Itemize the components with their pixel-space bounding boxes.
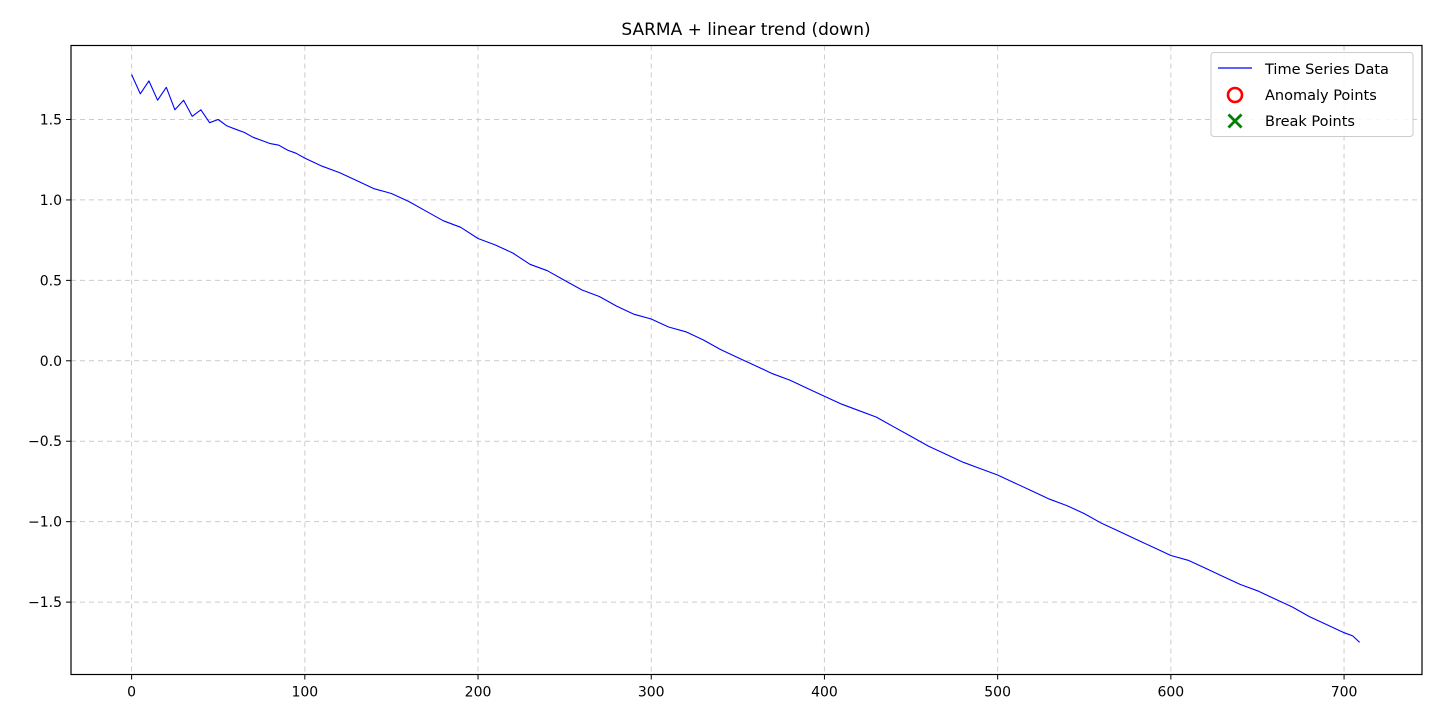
y-tick-label: 1.5 [40,113,62,129]
x-tick-label: 300 [638,685,665,701]
x-tick-label: 0 [127,685,136,701]
axes [70,44,1423,676]
y-tick-label: 0.0 [40,354,62,370]
x-tick-label: 100 [291,685,318,701]
x-tick-label: 600 [1157,685,1184,701]
legend-circle-swatch [1226,86,1244,104]
y-tick-label: 0.5 [40,273,62,289]
x-tick-label: 200 [465,685,492,701]
chart-title: SARMA + linear trend (down) [621,20,870,40]
y-tick-label: −1.5 [28,595,62,611]
x-tick-label: 400 [811,685,838,701]
grid-lines [71,45,1422,675]
legend-label-break: Break Points [1265,114,1355,130]
plot-frame [70,44,1423,676]
legend-label-anomaly: Anomaly Points [1265,88,1377,104]
legend: Time Series Data Anomaly Points Break Po… [1210,52,1414,137]
series-line [131,74,1360,643]
legend-x-swatch [1227,113,1243,129]
y-tick-label: 1.0 [40,193,62,209]
series-layer [131,74,1360,643]
tick-marks: 0 100 200 300 400 500 600 700 1.5 1.0 0.5 0.0 −0.5 −1… [28,113,1357,701]
legend-frame [1210,52,1414,137]
x-tick-label: 700 [1331,685,1358,701]
x-tick-label: 500 [984,685,1011,701]
legend-label-time-series: Time Series Data [1264,62,1389,78]
y-tick-label: −0.5 [28,434,62,450]
y-tick-label: −1.0 [28,515,62,531]
